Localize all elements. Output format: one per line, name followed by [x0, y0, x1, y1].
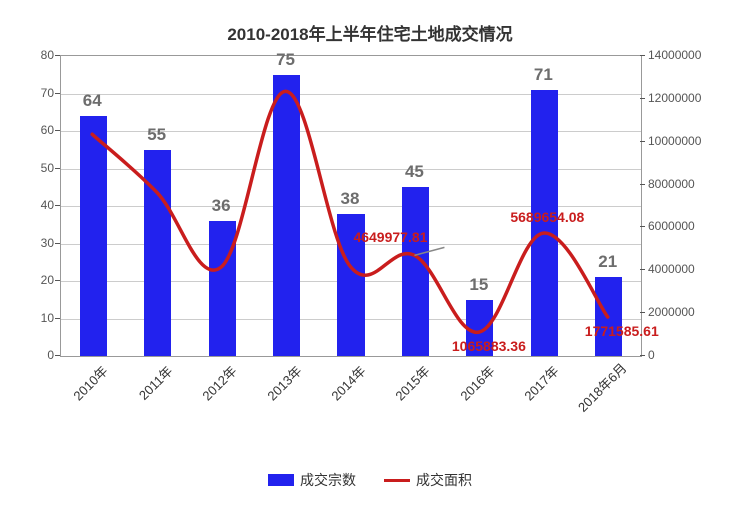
- line-series: [0, 0, 740, 505]
- line-value-label: 4649977.81: [353, 229, 427, 245]
- line-value-label: 1771585.61: [585, 323, 659, 339]
- line-value-label: 1065883.36: [452, 338, 526, 354]
- chart-container: 2010-2018年上半年住宅土地成交情况 成交宗数成交面积 010203040…: [0, 0, 740, 505]
- line-value-label: 5689654.08: [510, 209, 584, 225]
